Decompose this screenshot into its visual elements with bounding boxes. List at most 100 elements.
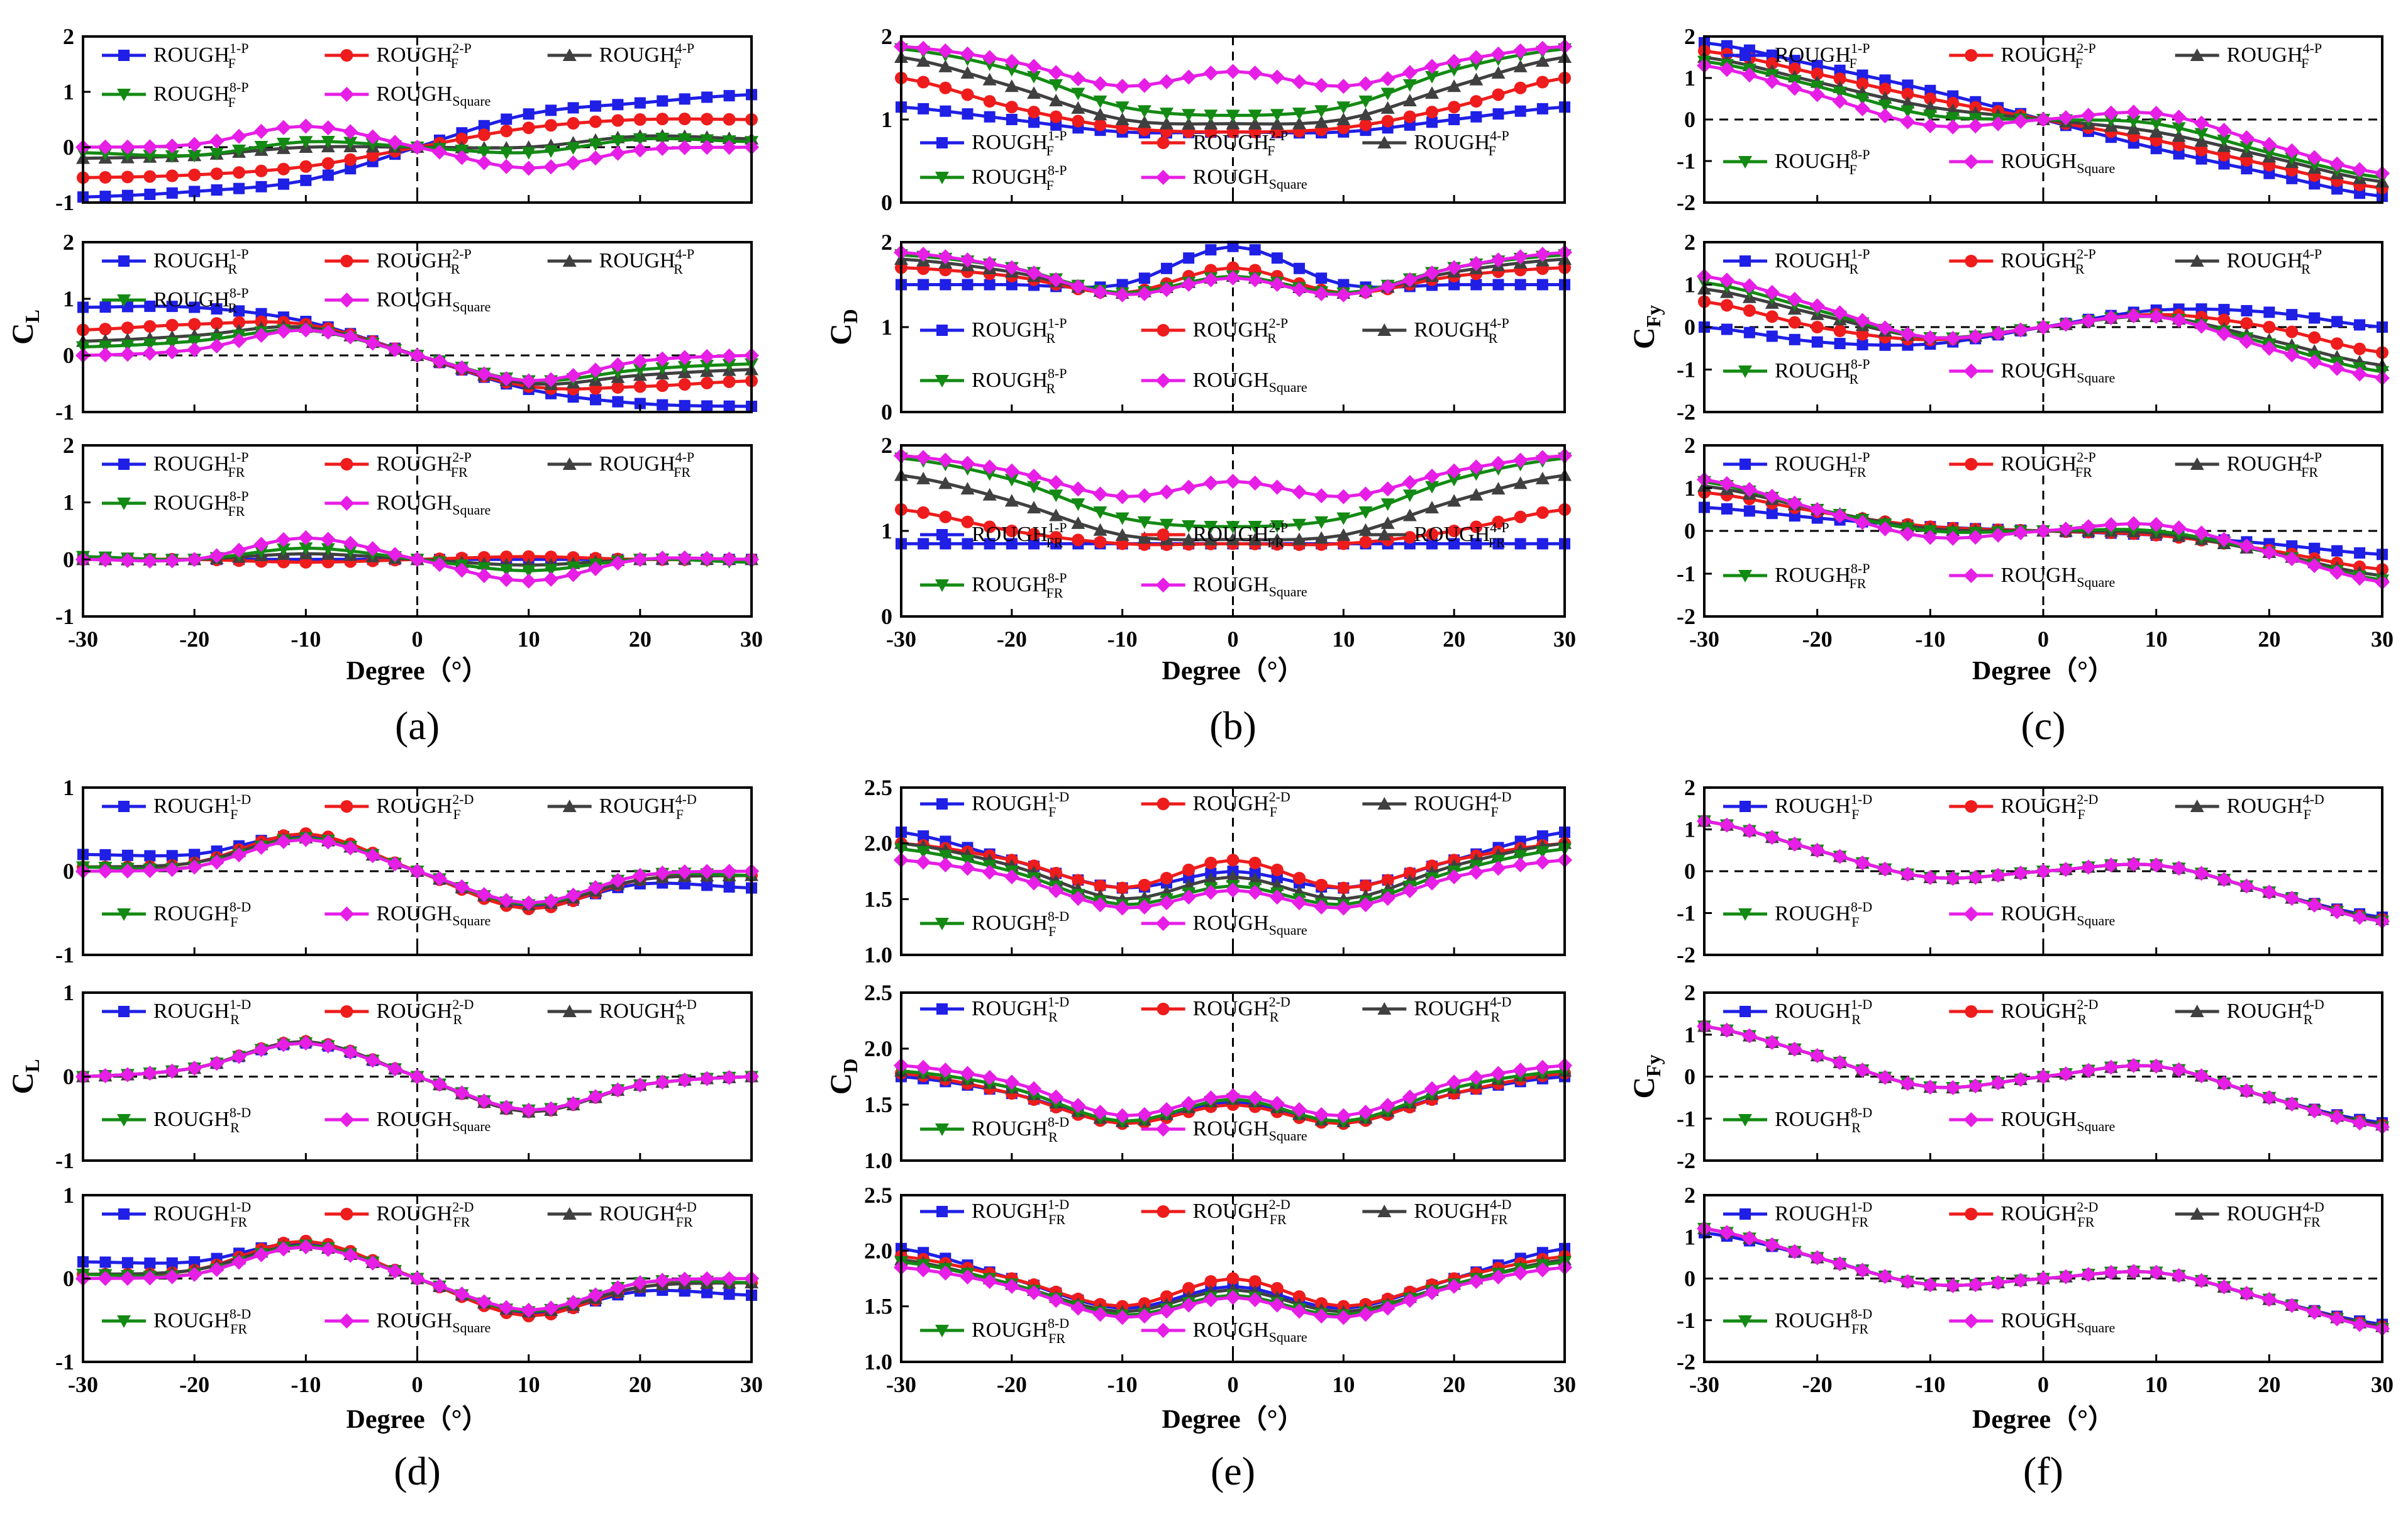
data-point — [142, 553, 158, 569]
legend-sup: 4-D — [1490, 994, 1511, 1010]
legend-sup: 2-D — [2077, 996, 2098, 1012]
data-point — [1092, 486, 1108, 502]
data-point — [1225, 64, 1241, 79]
data-point — [365, 138, 380, 152]
legend-sub: F — [1267, 143, 1275, 159]
data-point — [1314, 115, 1329, 128]
data-point — [938, 1062, 953, 1078]
data-point — [499, 564, 514, 577]
legend-entry-8: ROUGH8-P F — [1775, 147, 1870, 177]
data-point — [701, 91, 713, 103]
data-point — [253, 1042, 269, 1057]
data-point — [1766, 330, 1778, 342]
data-point — [143, 320, 157, 333]
y-tick-label: 1.5 — [864, 1294, 892, 1319]
data-point — [2216, 872, 2232, 888]
data-point — [1469, 72, 1484, 86]
data-point — [144, 188, 156, 200]
data-point — [119, 552, 135, 568]
data-point — [1900, 1076, 1916, 1091]
legend-base: ROUGH — [1193, 1117, 1269, 1140]
data-point — [938, 1265, 953, 1281]
legend-base: ROUGH — [1775, 150, 1851, 173]
data-point — [916, 40, 931, 56]
data-point — [165, 150, 179, 163]
y-tick-label: 0 — [881, 399, 892, 425]
data-point — [2263, 321, 2276, 333]
data-point — [677, 133, 692, 146]
data-point — [231, 847, 247, 862]
data-point — [1424, 1285, 1440, 1300]
legend-sup: 8-D — [1048, 1315, 1069, 1331]
legend-marker — [118, 801, 130, 812]
legend-base: ROUGH — [2227, 249, 2303, 272]
data-point — [1358, 523, 1373, 536]
data-point — [142, 1066, 158, 1081]
legend-sub: F — [230, 914, 238, 930]
legend-sup: 8-D — [230, 899, 251, 915]
data-point — [1424, 468, 1440, 484]
data-point — [587, 880, 603, 896]
legend-marker — [1739, 801, 1751, 812]
legend-marker — [1739, 1006, 1751, 1017]
data-point — [1923, 109, 1938, 123]
data-point — [1160, 116, 1173, 130]
data-point — [1358, 95, 1373, 108]
data-point — [320, 1038, 336, 1054]
data-point — [431, 1076, 447, 1092]
x-tick-label: -20 — [997, 1372, 1027, 1397]
data-point — [2285, 152, 2299, 165]
series-sq — [75, 832, 759, 911]
x-tick-label: 10 — [2145, 627, 2168, 652]
legend-base: ROUGH — [376, 1000, 452, 1023]
data-point — [938, 476, 953, 489]
legend-marker — [562, 800, 577, 812]
data-point — [1028, 538, 1040, 550]
data-point — [960, 66, 975, 79]
legend-base: ROUGH — [376, 491, 452, 515]
legend-sub: R — [2304, 1012, 2313, 1027]
data-point — [2194, 525, 2209, 541]
data-point — [1402, 508, 1417, 521]
data-point — [588, 138, 602, 152]
data-point — [960, 1269, 975, 1285]
data-point — [1513, 850, 1528, 863]
legend-base: ROUGH — [2000, 902, 2077, 925]
data-point — [2352, 1115, 2368, 1131]
data-point — [1136, 1106, 1152, 1122]
data-point — [2261, 340, 2277, 356]
data-point — [633, 113, 646, 126]
data-point — [277, 178, 289, 190]
data-point — [1719, 476, 1734, 491]
data-point — [97, 347, 113, 363]
legend-base: ROUGH — [376, 249, 452, 272]
x-tick-label: 30 — [740, 1372, 763, 1397]
legend-sub: F — [1046, 143, 1053, 159]
data-point — [1833, 86, 1847, 99]
data-point — [476, 1093, 492, 1109]
data-point — [1534, 40, 1550, 56]
legend-base: ROUGH — [2000, 1202, 2077, 1225]
data-point — [1945, 1278, 1961, 1293]
data-point — [1855, 515, 1870, 530]
data-point — [231, 1254, 247, 1270]
data-point — [300, 174, 312, 186]
legend-entry-8: ROUGH8-D R — [153, 1105, 251, 1135]
data-point — [454, 1085, 470, 1101]
data-point — [2307, 150, 2322, 165]
data-point — [1425, 501, 1439, 514]
data-point — [1092, 76, 1108, 92]
legend-base: ROUGH — [1775, 1000, 1851, 1023]
legend-sub: Square — [1269, 922, 1307, 938]
data-point — [2218, 304, 2230, 316]
legend-sub: FR — [453, 1214, 470, 1230]
data-point — [655, 865, 670, 881]
legend-marker — [2190, 457, 2204, 470]
data-point — [2080, 859, 2096, 875]
data-point — [2239, 1285, 2255, 1301]
